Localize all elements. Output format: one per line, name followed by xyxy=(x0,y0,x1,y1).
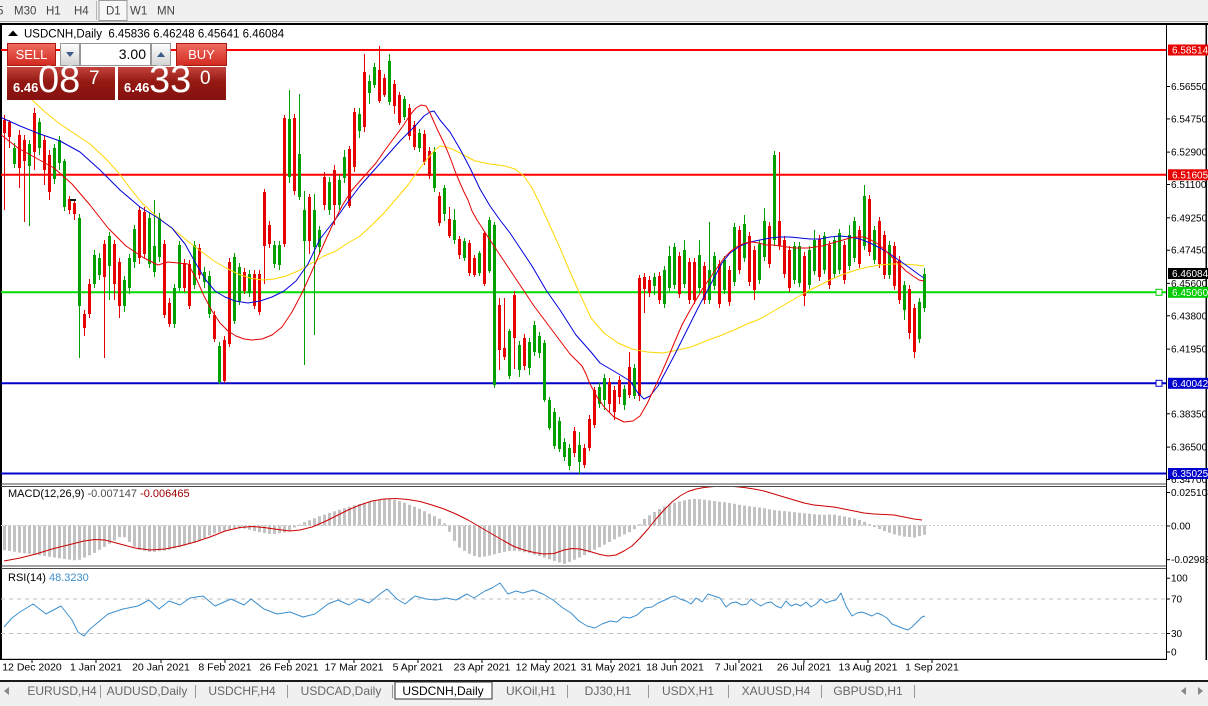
svg-text:DJ30,H1: DJ30,H1 xyxy=(585,684,632,698)
svg-text:6.45600: 6.45600 xyxy=(1171,279,1208,290)
svg-text:UKOil,H1: UKOil,H1 xyxy=(506,684,556,698)
svg-text:26 Jul 2021: 26 Jul 2021 xyxy=(777,662,831,674)
svg-text:12 May 2021: 12 May 2021 xyxy=(516,662,577,674)
svg-text:6.49250: 6.49250 xyxy=(1171,213,1208,224)
svg-text:18 Jun 2021: 18 Jun 2021 xyxy=(646,662,704,674)
svg-text:6.34700: 6.34700 xyxy=(1171,475,1208,486)
svg-text:6.51100: 6.51100 xyxy=(1171,180,1207,191)
svg-text:W1: W1 xyxy=(130,6,147,18)
svg-text:30: 30 xyxy=(1171,629,1183,640)
svg-text:8 Feb 2021: 8 Feb 2021 xyxy=(198,662,251,674)
svg-text:USDCNH,Daily 6.45836 6.46248: USDCNH,Daily 6.45836 6.46248 6.45641 6.4… xyxy=(24,29,285,41)
svg-text:13 Aug 2021: 13 Aug 2021 xyxy=(839,662,898,674)
svg-text:XAUUSD,H4: XAUUSD,H4 xyxy=(742,684,811,698)
svg-text:6.54750: 6.54750 xyxy=(1171,114,1208,125)
svg-text:7 Jul 2021: 7 Jul 2021 xyxy=(715,662,764,674)
svg-text:H4: H4 xyxy=(74,6,89,18)
svg-text:AUDUSD,Daily: AUDUSD,Daily xyxy=(107,684,188,698)
svg-text:6.35025: 6.35025 xyxy=(1172,469,1208,480)
svg-text:31 May 2021: 31 May 2021 xyxy=(581,662,642,674)
svg-text:1 Jan 2021: 1 Jan 2021 xyxy=(70,662,122,674)
svg-text:M30: M30 xyxy=(14,6,36,18)
svg-text:6.36500: 6.36500 xyxy=(1171,443,1208,454)
svg-text:6.40042: 6.40042 xyxy=(1172,379,1208,390)
svg-text:6.47450: 6.47450 xyxy=(1171,246,1208,257)
svg-text:0: 0 xyxy=(1171,648,1177,659)
svg-text:5: 5 xyxy=(0,6,3,18)
svg-text:100: 100 xyxy=(1171,574,1188,585)
svg-text:MACD(12,26,9) -0.007147 -0.006: MACD(12,26,9) -0.007147 -0.006465 xyxy=(8,488,190,500)
svg-text:EURUSD,H4: EURUSD,H4 xyxy=(27,684,97,698)
svg-text:6.45060: 6.45060 xyxy=(1172,288,1208,299)
svg-text:12 Dec 2020: 12 Dec 2020 xyxy=(2,662,62,674)
svg-text:-0.029888: -0.029888 xyxy=(1171,555,1208,566)
svg-text:6.51605: 6.51605 xyxy=(1172,170,1208,181)
svg-text:6.58514: 6.58514 xyxy=(1172,46,1208,57)
svg-text:6.52900: 6.52900 xyxy=(1171,148,1208,159)
svg-text:RSI(14) 48.3230: RSI(14) 48.3230 xyxy=(8,572,89,584)
svg-text:6.46084: 6.46084 xyxy=(1172,269,1208,280)
svg-text:1 Sep 2021: 1 Sep 2021 xyxy=(905,662,959,674)
svg-text:GBPUSD,H1: GBPUSD,H1 xyxy=(833,684,903,698)
svg-text:USDX,H1: USDX,H1 xyxy=(662,684,714,698)
svg-text:5 Apr 2021: 5 Apr 2021 xyxy=(393,662,444,674)
svg-text:D1: D1 xyxy=(106,6,121,18)
svg-text:MN: MN xyxy=(157,6,175,18)
svg-text:0.00: 0.00 xyxy=(1171,522,1191,533)
svg-text:6.56550: 6.56550 xyxy=(1171,82,1208,93)
svg-text:20 Jan 2021: 20 Jan 2021 xyxy=(132,662,190,674)
svg-text:6.41950: 6.41950 xyxy=(1171,345,1208,356)
svg-text:USDCAD,Daily: USDCAD,Daily xyxy=(301,684,382,698)
svg-text:USDCNH,Daily: USDCNH,Daily xyxy=(402,684,483,698)
svg-text:0.025108: 0.025108 xyxy=(1171,488,1208,499)
svg-text:70: 70 xyxy=(1171,595,1183,606)
svg-text:23 Apr 2021: 23 Apr 2021 xyxy=(454,662,511,674)
svg-text:26 Feb 2021: 26 Feb 2021 xyxy=(260,662,319,674)
svg-text:USDCHF,H4: USDCHF,H4 xyxy=(208,684,276,698)
svg-text:17 Mar 2021: 17 Mar 2021 xyxy=(325,662,384,674)
svg-text:H1: H1 xyxy=(46,6,61,18)
svg-text:6.38350: 6.38350 xyxy=(1171,409,1208,420)
svg-text:6.43800: 6.43800 xyxy=(1171,311,1208,322)
